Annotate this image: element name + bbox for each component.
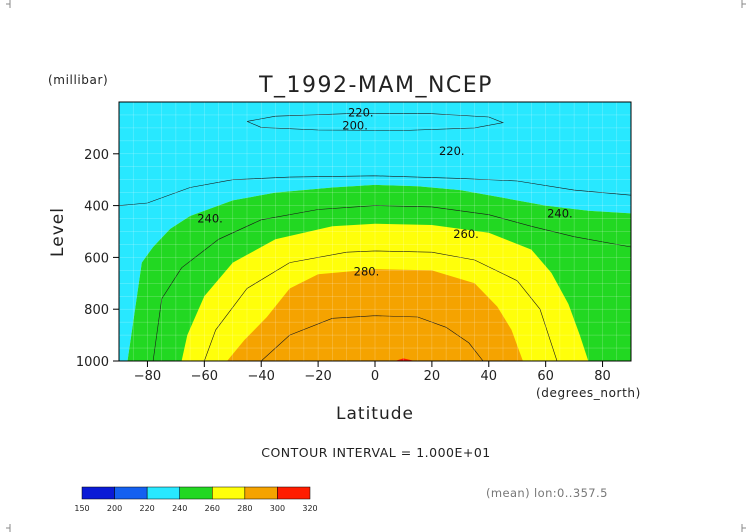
y-axis: 200 400 600 800 1000	[76, 148, 119, 370]
plot-area	[119, 102, 631, 361]
contour-label: 280.	[354, 265, 380, 279]
colorbar-tick-label: 220	[140, 504, 155, 513]
x-tick-label: −40	[248, 369, 275, 384]
y-axis-label: Level	[48, 207, 68, 257]
contour-label: 240.	[547, 206, 573, 220]
x-axis-unit: (degrees_north)	[536, 386, 641, 400]
colorbar-swatch	[244, 486, 278, 500]
contour-interval-note: CONTOUR INTERVAL = 1.000E+01	[261, 445, 491, 460]
contour-line-250	[152, 205, 631, 361]
colorbar-tick-label: 300	[270, 504, 285, 513]
contour-band-300	[394, 358, 415, 361]
colorbar-swatch	[179, 486, 213, 500]
corner-mark-bottom-left	[6, 524, 11, 532]
contour-line-270	[204, 250, 558, 361]
x-axis: −80 −60 −40 −20 0 20 40 60 80	[134, 361, 611, 384]
colorbar-swatch	[81, 486, 115, 500]
colorbar: 150 200 220 240 260 280 300 320	[74, 486, 318, 513]
corner-mark-top-left	[6, 0, 11, 8]
y-tick-label: 800	[84, 303, 109, 318]
corner-mark-bottom-right	[741, 524, 746, 532]
colorbar-tick-label: 150	[74, 504, 89, 513]
y-tick-label: 600	[84, 251, 109, 266]
footer-note: (mean) lon:0..357.5	[486, 486, 608, 500]
contour-label: 200.	[342, 118, 368, 132]
plot-grid	[119, 102, 631, 361]
contour-label: 220.	[348, 105, 374, 119]
x-tick-label: 60	[537, 369, 554, 384]
chart-title: T_1992-MAM_NCEP	[258, 73, 493, 98]
colorbar-tick-label: 280	[237, 504, 252, 513]
contour-labels: 220.200.220.240. 240.260.280.	[197, 105, 572, 278]
contour-line-290	[260, 315, 484, 361]
contour-line-230	[119, 175, 631, 206]
colorbar-swatch	[114, 486, 148, 500]
unit-label: (millibar)	[48, 73, 108, 87]
colorbar-tick-label: 200	[107, 504, 122, 513]
x-tick-label: 0	[371, 369, 379, 384]
contour-label: 260.	[453, 227, 479, 241]
colorbar-tick-label: 240	[172, 504, 187, 513]
x-tick-label: −20	[304, 369, 331, 384]
y-tick-label: 1000	[76, 355, 109, 370]
x-tick-label: −60	[191, 369, 218, 384]
contour-band-220-240	[119, 102, 631, 361]
colorbar-swatch	[146, 486, 180, 500]
x-tick-label: 40	[481, 369, 498, 384]
x-tick-label: −80	[134, 369, 161, 384]
corner-mark-top-right	[741, 0, 746, 8]
contour-lines	[119, 113, 631, 361]
y-tick-label: 200	[84, 148, 109, 163]
contour-label: 220.	[439, 144, 465, 158]
contour-band-280-300	[227, 269, 523, 361]
x-tick-label: 80	[594, 369, 611, 384]
y-tick-label: 400	[84, 200, 109, 215]
x-axis-label: Latitude	[336, 404, 414, 424]
contour-line-210	[246, 113, 505, 131]
colorbar-tick-label: 320	[302, 504, 317, 513]
contour-label: 240.	[197, 212, 223, 226]
colorbar-tick-label: 260	[205, 504, 220, 513]
x-tick-label: 20	[424, 369, 441, 384]
colorbar-swatch	[212, 486, 246, 500]
colorbar-swatch	[277, 486, 311, 500]
